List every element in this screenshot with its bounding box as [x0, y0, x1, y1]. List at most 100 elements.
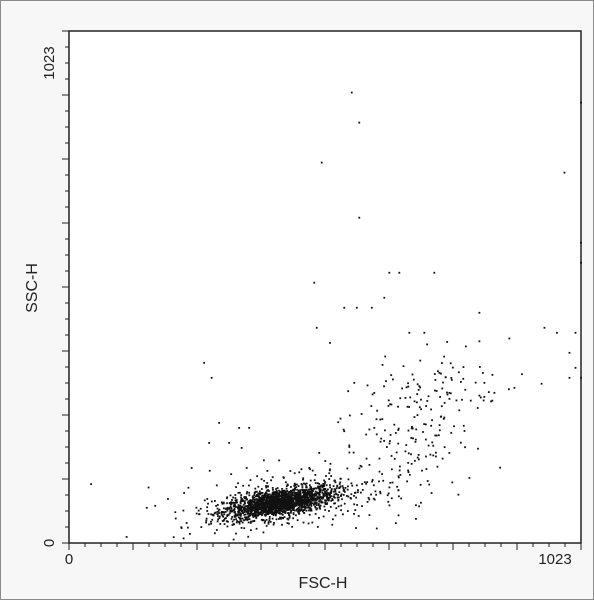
data-point	[288, 495, 291, 497]
data-point	[253, 519, 256, 522]
data-point	[269, 503, 271, 506]
data-point	[417, 458, 420, 461]
data-point	[277, 496, 280, 498]
data-point	[416, 383, 419, 386]
data-point	[333, 479, 336, 482]
data-point	[323, 482, 326, 485]
data-point	[379, 490, 382, 493]
data-point	[449, 362, 452, 365]
data-point	[240, 498, 243, 501]
data-point	[251, 503, 254, 506]
data-point	[346, 488, 349, 491]
data-point	[261, 514, 263, 517]
data-point	[387, 500, 390, 503]
data-point	[220, 501, 223, 504]
data-point	[235, 486, 237, 489]
data-point	[304, 502, 307, 505]
data-point	[294, 488, 296, 490]
data-point	[319, 491, 322, 493]
x-tick-label-max: 1023	[538, 551, 571, 568]
data-point	[254, 504, 257, 507]
data-point	[435, 390, 438, 392]
data-point	[303, 503, 306, 506]
data-point	[440, 415, 443, 418]
data-point	[392, 378, 394, 381]
data-point	[433, 373, 436, 375]
data-point	[281, 517, 284, 519]
data-point	[308, 467, 311, 469]
data-point	[317, 504, 320, 507]
data-point	[258, 498, 261, 500]
data-point	[310, 508, 313, 511]
data-point	[481, 372, 484, 374]
data-point	[318, 452, 321, 454]
data-point	[543, 326, 546, 329]
data-point	[353, 494, 355, 497]
data-point	[248, 499, 251, 502]
data-point	[269, 512, 272, 514]
data-point	[302, 495, 305, 498]
data-point	[342, 513, 344, 516]
data-point	[286, 522, 289, 525]
data-point	[306, 492, 309, 494]
data-point	[308, 500, 311, 503]
data-point	[415, 504, 417, 507]
data-point	[314, 506, 317, 509]
data-point	[237, 508, 240, 510]
data-point	[285, 495, 288, 498]
plot-area	[68, 30, 582, 544]
data-point	[417, 388, 420, 391]
data-point	[444, 376, 447, 379]
data-point	[254, 508, 257, 511]
data-point	[425, 468, 428, 470]
data-point	[280, 499, 283, 502]
data-point	[256, 490, 258, 493]
data-point	[355, 527, 357, 529]
data-point	[217, 518, 220, 521]
data-point	[450, 378, 453, 381]
data-point	[338, 483, 341, 485]
data-point	[218, 515, 221, 518]
data-point	[229, 505, 232, 508]
data-point	[349, 496, 352, 499]
data-point	[246, 519, 249, 521]
data-point	[284, 510, 287, 513]
data-point	[309, 488, 312, 491]
data-point	[348, 451, 351, 454]
data-point	[353, 381, 356, 384]
data-point	[292, 499, 295, 502]
data-point	[468, 477, 471, 479]
data-point	[435, 455, 437, 458]
data-point	[443, 446, 446, 449]
data-point	[266, 489, 268, 492]
data-point	[286, 517, 289, 520]
data-point	[300, 498, 303, 501]
data-point	[309, 468, 311, 471]
data-point	[297, 504, 300, 507]
data-point	[368, 498, 371, 501]
data-point	[221, 514, 224, 517]
data-point	[284, 506, 287, 509]
data-point	[393, 457, 396, 460]
data-point	[290, 493, 293, 496]
data-point	[274, 497, 276, 500]
data-point	[272, 514, 275, 517]
data-point	[240, 520, 243, 523]
data-point	[448, 452, 451, 454]
data-point	[404, 450, 407, 453]
data-point	[216, 511, 219, 513]
data-point	[257, 500, 260, 503]
data-point	[275, 488, 277, 490]
data-point	[451, 481, 454, 484]
data-point	[279, 502, 281, 505]
data-point	[361, 505, 363, 508]
data-point	[263, 509, 266, 512]
data-point	[239, 491, 241, 494]
data-point	[410, 437, 413, 439]
data-point	[574, 331, 577, 334]
data-point	[358, 121, 361, 124]
data-point	[236, 513, 239, 516]
data-point	[268, 499, 271, 502]
data-point	[248, 484, 250, 487]
data-point	[276, 510, 279, 512]
